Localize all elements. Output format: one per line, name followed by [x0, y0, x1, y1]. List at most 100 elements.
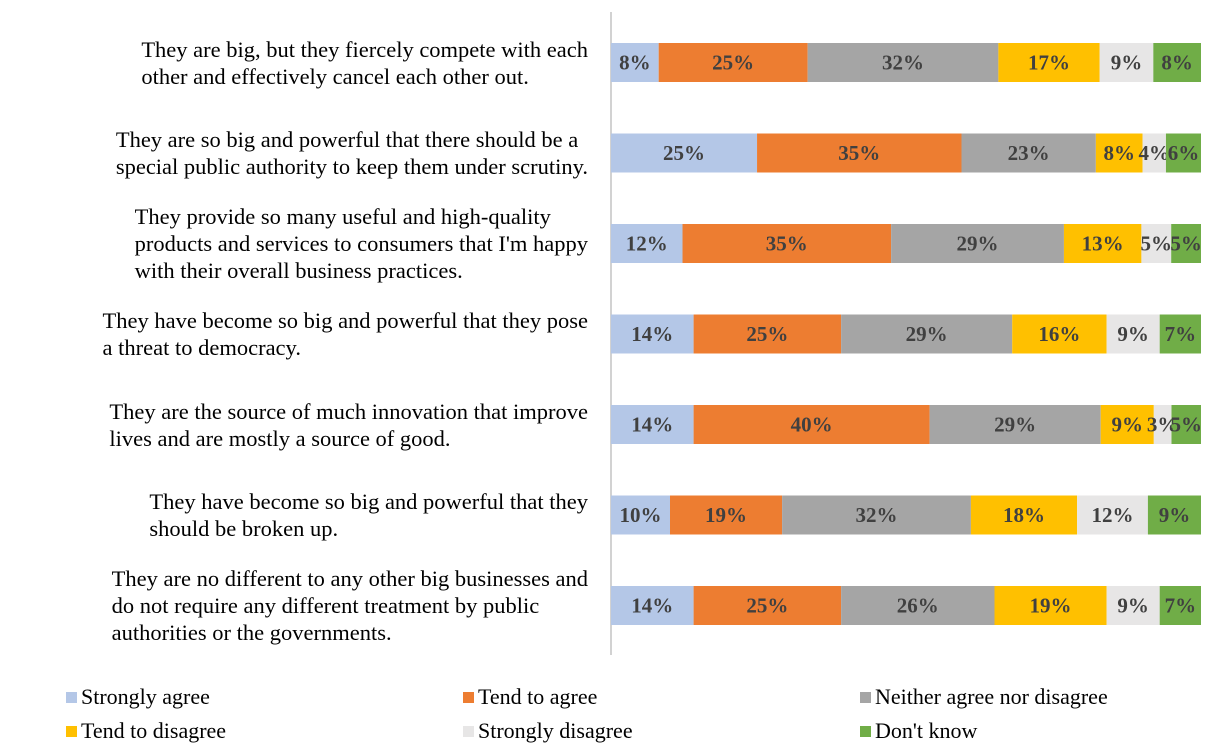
bar-segment: [1077, 495, 1148, 535]
category-label: They are no different to any other big b…: [112, 565, 588, 646]
category-label: They have become so big and powerful tha…: [149, 488, 588, 542]
data-label: 16%: [1038, 322, 1080, 346]
bar-segment: [841, 314, 1013, 354]
category-label-line: They are the source of much innovation t…: [109, 398, 588, 424]
bar-segment: [658, 43, 808, 82]
bar-segment: [611, 314, 694, 354]
data-label: 12%: [626, 232, 668, 256]
category-label: They are so big and powerful that there …: [116, 126, 588, 180]
bar-segment: [1106, 314, 1160, 354]
category-label-line: They have become so big and powerful tha…: [149, 489, 588, 514]
category-label-line: should be broken up.: [149, 516, 339, 541]
data-label: 32%: [856, 503, 898, 527]
bar-segment: [1165, 133, 1201, 173]
bar-segment: [998, 43, 1100, 82]
data-label: 12%: [1092, 503, 1134, 527]
category-label: They provide so many useful and high-qua…: [135, 203, 588, 284]
data-label: 17%: [1028, 51, 1070, 75]
bar-segment: [693, 405, 930, 444]
bar-segment: [1012, 314, 1107, 354]
bar-segment: [1153, 43, 1201, 82]
bar-segment: [1142, 133, 1166, 173]
data-label: 13%: [1082, 232, 1124, 256]
data-label: 40%: [791, 413, 833, 437]
data-label: 8%: [1103, 141, 1135, 165]
category-label: They are the source of much innovation t…: [109, 398, 588, 452]
data-label: 7%: [1165, 594, 1197, 618]
bar-segment: [670, 495, 783, 535]
data-label: 25%: [746, 594, 788, 618]
data-label: 8%: [1161, 51, 1193, 75]
category-label-line: products and services to consumers that …: [134, 231, 588, 256]
category-label-line: They have become so big and powerful tha…: [102, 308, 588, 333]
data-label: 10%: [620, 503, 662, 527]
bar-segment: [841, 586, 995, 625]
data-label: 8%: [619, 51, 651, 75]
bar-segment: [682, 224, 892, 263]
data-label: 23%: [1008, 141, 1050, 165]
bar-segment: [807, 43, 999, 82]
data-label: 7%: [1165, 322, 1197, 346]
category-label-line: with their overall business practices.: [134, 258, 463, 283]
bar-segment: [693, 314, 842, 354]
data-label: 9%: [1117, 322, 1149, 346]
bar-segment: [961, 133, 1096, 173]
bar-segment: [1147, 495, 1201, 535]
bar-segment: [929, 405, 1101, 444]
category-label-line: They are big, but they fiercely compete …: [141, 36, 588, 62]
bar-segment: [757, 133, 962, 173]
data-label: 14%: [631, 594, 673, 618]
data-label: 5%: [1141, 232, 1173, 256]
bar-segment: [611, 586, 694, 625]
data-label: 9%: [1159, 503, 1191, 527]
data-label: 9%: [1111, 51, 1143, 75]
bar-segment: [1063, 224, 1142, 263]
data-label: 5%: [1171, 413, 1203, 437]
bar-segment: [1095, 133, 1143, 173]
data-label: 4%: [1139, 141, 1171, 165]
category-label-line: They are no different to any other big b…: [111, 566, 588, 591]
bar-segment: [994, 586, 1107, 625]
bar-segment: [891, 224, 1064, 263]
bar-segment: [1153, 405, 1172, 444]
bar-segment: [1171, 405, 1201, 444]
category-label-line: a threat to democracy.: [102, 335, 301, 360]
data-label: 14%: [631, 413, 673, 437]
category-label-line: do not require any different treatment b…: [111, 593, 540, 618]
data-label: 29%: [994, 413, 1036, 437]
category-label-line: lives and are mostly a source of good.: [109, 425, 451, 451]
data-label: 26%: [897, 594, 939, 618]
data-label: 6%: [1168, 141, 1200, 165]
data-label: 35%: [766, 232, 808, 256]
bar-segment: [611, 495, 670, 535]
data-label: 35%: [838, 141, 880, 165]
data-label: 25%: [712, 51, 754, 75]
data-label: 32%: [882, 51, 924, 75]
category-label: They are big, but they fiercely compete …: [141, 36, 588, 90]
bar-segment: [1106, 586, 1160, 625]
bar-segment: [611, 43, 659, 82]
bar-segment: [1099, 43, 1154, 82]
bar-segment: [611, 133, 758, 173]
bar-segment: [1171, 224, 1201, 263]
data-label: 29%: [906, 322, 948, 346]
data-label: 19%: [705, 503, 747, 527]
category-label-line: other and effectively cancel each other …: [141, 63, 529, 89]
bar-segment: [1100, 405, 1154, 444]
data-label: 19%: [1030, 594, 1072, 618]
category-label-line: authorities or the governments.: [111, 620, 392, 645]
category-label-line: They are so big and powerful that there …: [115, 127, 579, 152]
bar-segment: [693, 586, 842, 625]
bar-segment: [611, 224, 683, 263]
category-label: They have become so big and powerful tha…: [103, 307, 588, 361]
bar-segment: [611, 405, 694, 444]
bar-segment: [1141, 224, 1172, 263]
bar-segment: [970, 495, 1078, 535]
category-label-line: They provide so many useful and high-qua…: [134, 204, 551, 229]
data-label: 5%: [1170, 232, 1202, 256]
data-label: 29%: [957, 232, 999, 256]
data-label: 14%: [631, 322, 673, 346]
data-label: 9%: [1117, 594, 1149, 618]
data-label: 9%: [1112, 413, 1144, 437]
